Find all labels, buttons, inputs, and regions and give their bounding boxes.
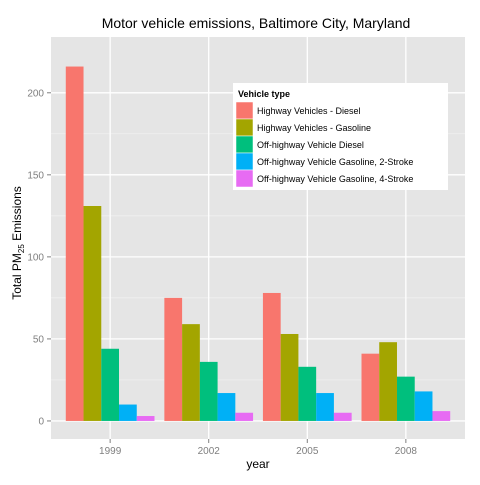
bar [235, 412, 254, 421]
y-tick-label: 100 [27, 252, 44, 263]
x-tick-label: 2005 [296, 446, 319, 457]
y-tick-label: 200 [27, 88, 44, 99]
axes: 0 50 100 150 200 1999 2002 2005 2008 [27, 88, 417, 457]
legend-label: Off-highway Vehicle Gasoline, 4-Stroke [257, 174, 413, 184]
legend-key [235, 152, 254, 171]
bar [333, 412, 352, 421]
legend-key [235, 118, 254, 137]
bar [414, 391, 433, 421]
legend: Vehicle type Highway Vehicles - Diesel Hig… [233, 83, 448, 190]
legend-key [235, 101, 254, 120]
x-tick-label: 2002 [198, 446, 221, 457]
x-tick-label: 1999 [99, 446, 122, 457]
chart-title: Motor vehicle emissions, Baltimore City,… [102, 15, 411, 31]
y-axis-title-subscript: 25 [17, 244, 26, 253]
legend-title: Vehicle type [238, 89, 290, 99]
bar [136, 416, 155, 421]
bar [217, 393, 236, 421]
bar [316, 393, 334, 421]
legend-label: Off-highway Vehicle Diesel [257, 140, 364, 150]
bar [432, 411, 451, 421]
bar [199, 361, 218, 421]
bar [298, 366, 317, 421]
bar [101, 348, 120, 421]
y-tick-label: 150 [27, 170, 44, 181]
bar [396, 376, 415, 421]
bar [65, 66, 84, 421]
legend-key [235, 135, 254, 154]
y-axis-title-main: Total PM [10, 253, 24, 300]
x-axis-title: year [246, 457, 269, 471]
legend-label: Highway Vehicles - Gasoline [257, 123, 371, 133]
y-axis-title-tail: Emissions [10, 186, 24, 244]
y-tick-label: 0 [38, 416, 44, 427]
x-tick-label: 2008 [395, 446, 418, 457]
bar [361, 353, 380, 421]
y-axis-title: Total PM25 Emissions [10, 186, 26, 300]
bar [379, 342, 397, 421]
bar [182, 324, 200, 421]
bar [119, 404, 137, 421]
legend-key [235, 169, 254, 188]
bar [280, 333, 299, 421]
legend-label: Off-highway Vehicle Gasoline, 2-Stroke [257, 157, 413, 167]
legend-label: Highway Vehicles - Diesel [257, 106, 361, 116]
bar [262, 292, 281, 421]
y-tick-label: 50 [33, 334, 45, 345]
bar [164, 297, 183, 421]
bars-layer [65, 66, 451, 421]
legend-box [233, 83, 448, 190]
bar [83, 206, 102, 421]
